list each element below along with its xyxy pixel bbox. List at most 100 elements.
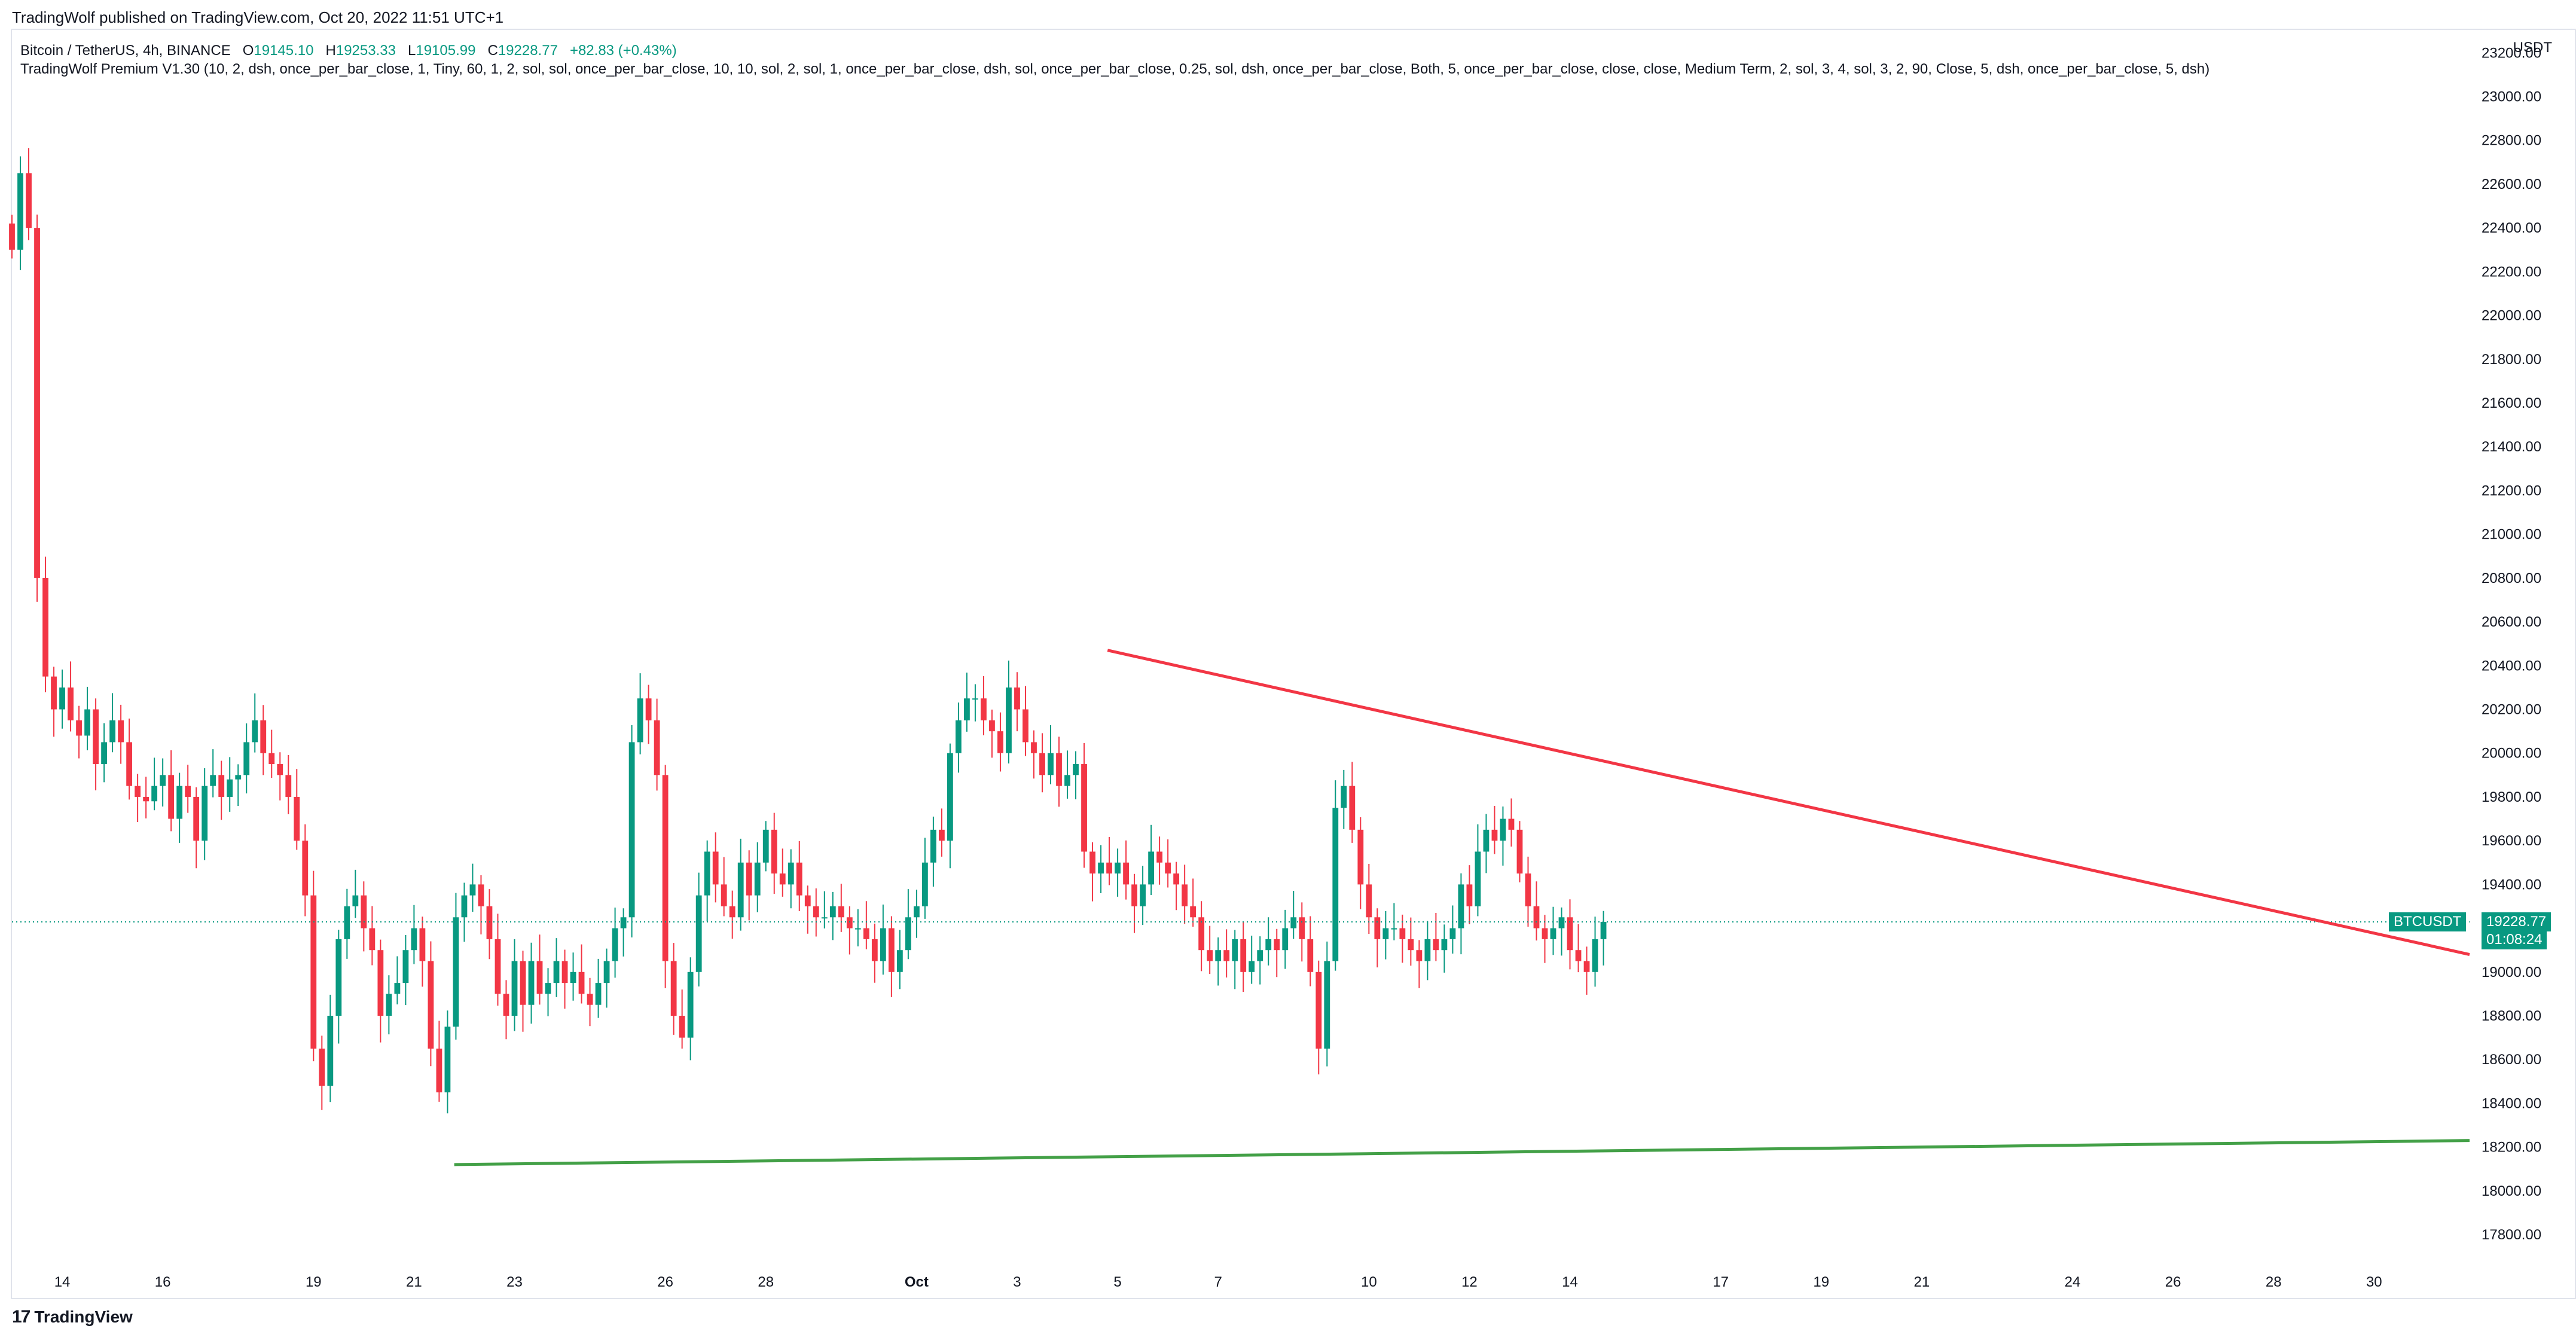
candle-body (1558, 917, 1565, 928)
candle-body (135, 786, 141, 797)
candle-body (1207, 950, 1213, 961)
time-tick-label: 16 (155, 1274, 171, 1290)
candle-body (394, 983, 401, 994)
price-tick-label: 23000.00 (2482, 89, 2541, 105)
candle-body (587, 994, 593, 1005)
candle-body (1332, 808, 1339, 961)
candle-body (1357, 829, 1364, 885)
candle-body (461, 895, 468, 918)
candle-body (352, 895, 359, 906)
candle-body (1274, 939, 1280, 951)
candle-body (553, 961, 560, 983)
candle-body (695, 895, 702, 972)
candle-body (294, 796, 300, 841)
candle-body (1382, 928, 1389, 939)
indicator-legend[interactable]: TradingWolf Premium V1.30 (10, 2, dsh, o… (20, 61, 2210, 77)
candle-body (1416, 950, 1423, 961)
candle-body (1542, 928, 1548, 939)
candle-body (486, 906, 493, 939)
candle-body (268, 753, 275, 765)
candle-body (1449, 928, 1456, 939)
candle-body (1182, 884, 1188, 906)
candle-body (536, 961, 543, 994)
open-label: O (242, 42, 254, 59)
candle-body (42, 578, 48, 677)
time-tick-label: 23 (506, 1274, 523, 1290)
price-tick-label: 18800.00 (2482, 1008, 2541, 1024)
candle-body (1006, 687, 1012, 753)
last-price-tag: 19228.77 (2482, 912, 2551, 932)
candle-body (1366, 884, 1372, 918)
time-tick-label: 21 (406, 1274, 422, 1290)
candle-body (419, 928, 426, 961)
candle-body (1131, 884, 1137, 906)
candle-body (402, 950, 409, 983)
time-tick-label: 26 (2165, 1274, 2181, 1290)
candle-body (930, 829, 936, 863)
candle-body (972, 698, 978, 700)
candle-body (478, 884, 484, 906)
close-value: 19228.77 (498, 42, 558, 59)
candle-body (344, 906, 350, 939)
low-label: L (407, 42, 416, 59)
candle-body (813, 906, 819, 918)
candle-body (1198, 917, 1205, 951)
candle-body (218, 775, 225, 797)
high-label: H (325, 42, 336, 59)
time-tick-label: 24 (2065, 1274, 2081, 1290)
candle-body (570, 972, 576, 983)
candle-body (285, 775, 292, 797)
candle-body (1600, 922, 1607, 939)
candle-body (1391, 928, 1397, 930)
candle-body (896, 950, 903, 972)
candle-body (880, 928, 886, 961)
price-tick-label: 21400.00 (2482, 439, 2541, 455)
candle-body (921, 862, 928, 906)
time-tick-label: 30 (2366, 1274, 2382, 1290)
candle-body (68, 687, 74, 720)
price-tick-label: 21000.00 (2482, 527, 2541, 543)
candle-body (654, 720, 660, 775)
candle-body (411, 928, 417, 951)
price-tick-label: 19600.00 (2482, 833, 2541, 849)
candle-body (687, 972, 694, 1038)
time-tick-label: Oct (905, 1274, 929, 1290)
time-tick-label: 3 (1013, 1274, 1021, 1290)
candle-body (520, 961, 526, 1005)
candle-body (729, 906, 735, 918)
candle-body (670, 961, 677, 1016)
price-tick-label: 17800.00 (2482, 1227, 2541, 1243)
candle-body (1282, 928, 1289, 951)
time-tick-label: 5 (1113, 1274, 1121, 1290)
candle-body (1123, 862, 1129, 885)
open-value: 19145.10 (254, 42, 314, 59)
candle-body (620, 917, 627, 928)
candle-body (84, 709, 90, 736)
time-tick-label: 19 (306, 1274, 322, 1290)
candle-body (503, 994, 509, 1016)
candle-body (737, 862, 744, 918)
candle-body (1064, 775, 1070, 786)
candle-body (578, 972, 585, 994)
candle-body (469, 884, 476, 896)
candle-body (838, 906, 844, 918)
symbol-name[interactable]: Bitcoin / TetherUS, 4h, BINANCE (20, 42, 231, 59)
candle-body (160, 775, 166, 786)
close-label: C (487, 42, 498, 59)
bar-countdown-tag: 01:08:24 (2482, 930, 2547, 950)
tradingview-logo[interactable]: 17 TradingView (12, 1307, 133, 1327)
candle-body (1148, 851, 1155, 885)
candle-body (1098, 862, 1104, 874)
candle-body (821, 917, 828, 919)
candle-body (277, 764, 283, 775)
change-value: +82.83 (+0.43%) (569, 42, 677, 59)
candle-body (1341, 786, 1347, 808)
candle-body (428, 961, 434, 1049)
price-tick-label: 21600.00 (2482, 395, 2541, 411)
candle-body (185, 786, 191, 797)
symbol-price-tag: BTCUSDT (2389, 912, 2467, 932)
time-tick-label: 17 (1713, 1274, 1729, 1290)
candle-body (1265, 939, 1272, 951)
candle-body (151, 786, 158, 802)
